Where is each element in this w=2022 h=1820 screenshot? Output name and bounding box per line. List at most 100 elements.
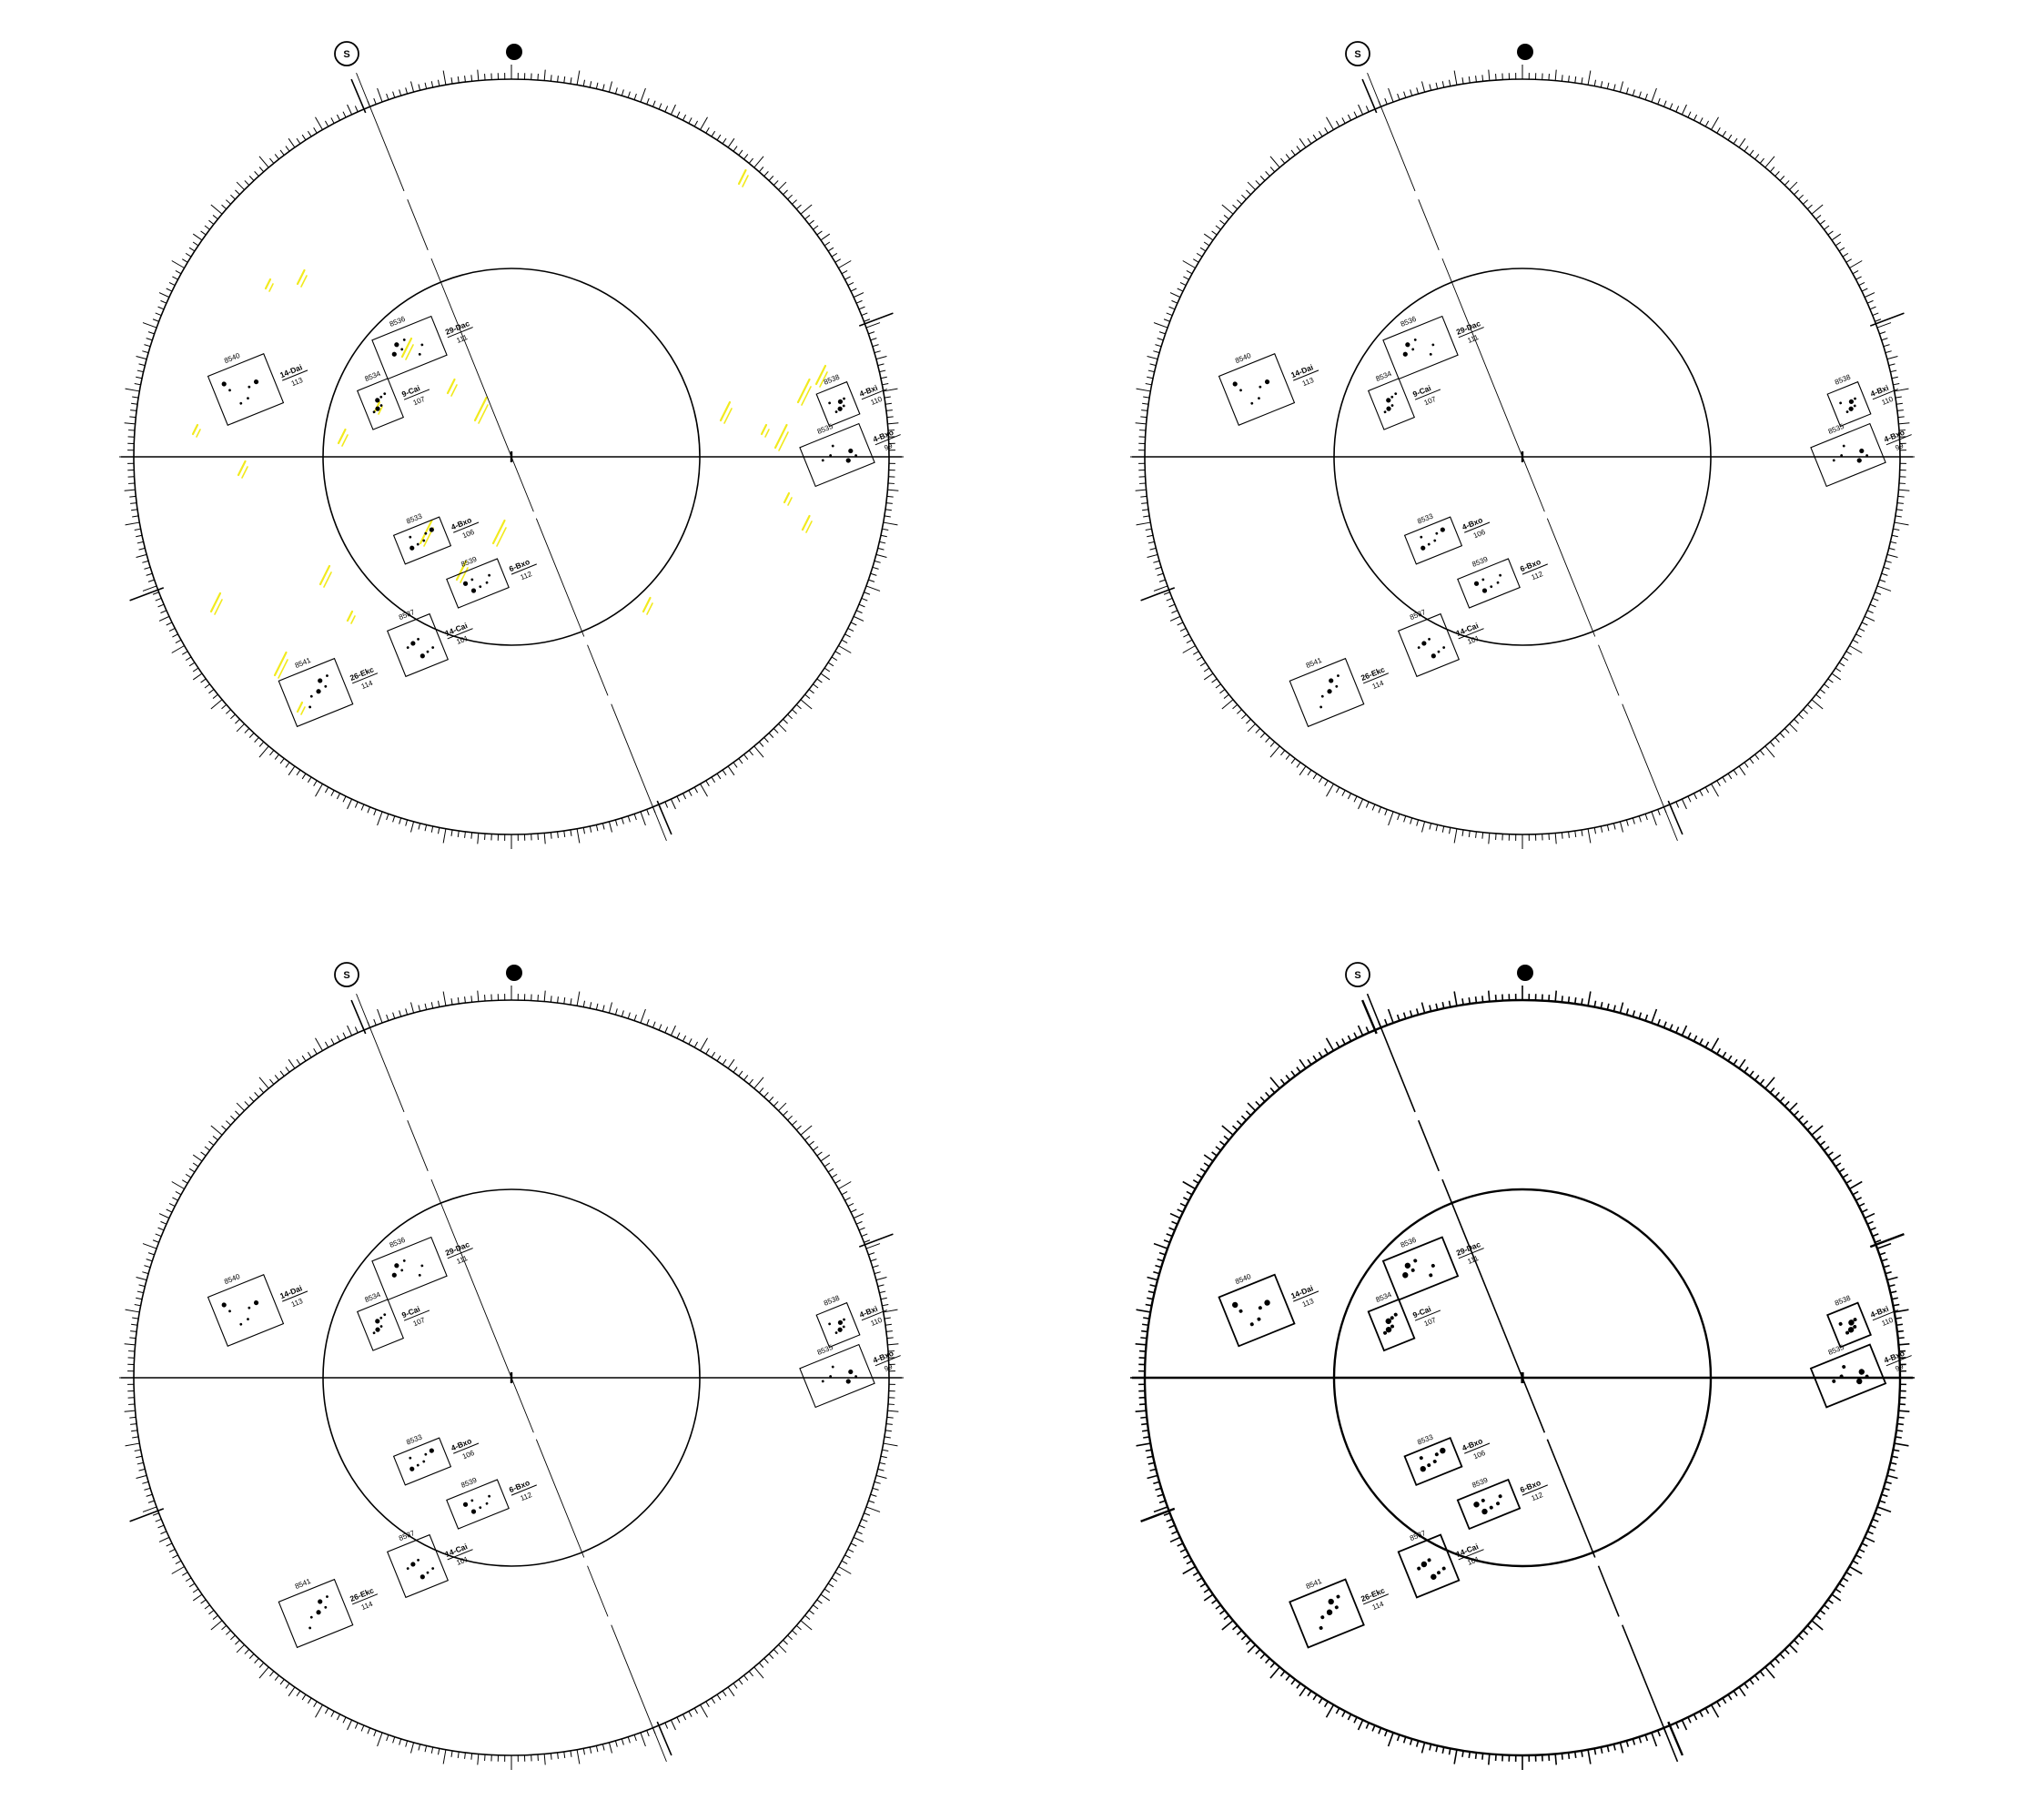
- scale-tick: [386, 93, 389, 100]
- scale-tick: [853, 615, 864, 622]
- scale-tick: [437, 79, 440, 86]
- scale-tick: [142, 1481, 149, 1484]
- scale-tick: [1236, 1120, 1243, 1126]
- scale-tick: [1135, 422, 1147, 425]
- scale-tick: [1657, 97, 1661, 105]
- scale-tick: [1656, 1730, 1661, 1737]
- scale-tick: [664, 106, 669, 113]
- scale-tick: [399, 1010, 402, 1017]
- scale-tick: [865, 585, 881, 592]
- scale-tick: [1147, 376, 1154, 379]
- scale-tick: [175, 1190, 182, 1196]
- scale-tick: [158, 615, 170, 622]
- scale-tick: [1353, 795, 1358, 803]
- sunspot-dot: [400, 348, 404, 351]
- scale-tick: [1307, 1058, 1312, 1066]
- yellow-stroke: [446, 378, 456, 395]
- label-rule: [351, 672, 379, 684]
- scale-tick: [1815, 215, 1822, 220]
- scale-tick: [879, 369, 886, 373]
- scale-tick: [1255, 1100, 1261, 1107]
- scale-tick: [1879, 331, 1886, 335]
- sunspot-dot: [431, 1567, 435, 1570]
- scale-tick: [1593, 1000, 1597, 1007]
- s-marker-icon: [1345, 962, 1370, 987]
- scale-tick: [847, 1548, 854, 1553]
- scale-tick: [783, 718, 788, 724]
- scale-tick: [1335, 120, 1340, 127]
- scale-tick: [1246, 189, 1251, 196]
- scale-tick: [1145, 1303, 1152, 1307]
- sunspot-dot: [1420, 535, 1423, 539]
- scale-tick: [1246, 718, 1251, 724]
- scale-tick: [1179, 1548, 1187, 1553]
- scale-tick: [1211, 230, 1218, 236]
- scale-tick: [136, 541, 144, 544]
- scale-tick: [1474, 996, 1478, 1004]
- group-area-label: 106: [461, 528, 476, 541]
- sunspot-dot: [379, 404, 383, 407]
- sunspot-dot: [375, 398, 380, 403]
- scale-tick: [354, 801, 359, 808]
- scale-tick: [1852, 639, 1859, 644]
- sunspot-dot: [1853, 1324, 1857, 1329]
- scale-tick: [288, 765, 296, 776]
- scale-tick: [1307, 769, 1312, 776]
- scale-tick: [301, 1055, 307, 1062]
- scale-tick: [748, 157, 753, 164]
- s-marker-icon: [334, 41, 359, 66]
- scale-tick: [768, 1653, 774, 1659]
- scale-tick: [1203, 1588, 1210, 1593]
- scale-tick: [1143, 515, 1150, 518]
- scale-tick: [1347, 114, 1352, 121]
- sunspot-dot: [1238, 1309, 1243, 1313]
- scale-tick: [1890, 1290, 1897, 1294]
- scale-tick: [168, 1548, 176, 1553]
- scale-tick: [773, 728, 779, 733]
- sunspot-dot: [1865, 454, 1869, 457]
- group-box: [371, 1236, 448, 1301]
- scale-tick: [248, 1653, 255, 1659]
- scale-tick: [1218, 1140, 1226, 1147]
- scale-tick: [1764, 745, 1775, 758]
- scale-tick: [285, 146, 290, 152]
- scale-tick: [1177, 622, 1184, 626]
- scale-tick: [870, 1493, 877, 1497]
- scale-tick: [158, 292, 170, 298]
- scale-tick: [136, 369, 144, 373]
- scale-tick: [1247, 723, 1256, 733]
- scale-tick: [144, 344, 151, 348]
- sunspot-dot: [1432, 1460, 1437, 1464]
- scale-tick: [315, 784, 323, 797]
- scale-tick: [887, 422, 899, 425]
- scale-tick: [1186, 1190, 1193, 1196]
- scale-tick: [1798, 194, 1804, 200]
- sunspot-dot: [1337, 674, 1340, 677]
- scale-tick: [1824, 225, 1830, 230]
- sunspot-dot: [1383, 410, 1387, 414]
- scale-tick: [861, 1518, 868, 1522]
- scale-tick: [652, 1021, 656, 1028]
- scale-tick: [204, 683, 210, 689]
- scale-tick: [136, 534, 143, 538]
- scale-tick: [850, 1542, 857, 1547]
- scale-tick: [386, 1734, 389, 1742]
- scale-tick: [192, 1162, 199, 1168]
- scale-tick: [1199, 662, 1207, 667]
- scale-tick: [1657, 809, 1661, 816]
- sunspot-dot: [383, 1313, 387, 1317]
- scale-tick: [716, 773, 722, 780]
- group-area-label: 110: [869, 395, 884, 407]
- sunspot-dot: [309, 1615, 313, 1619]
- scale-tick: [136, 1277, 147, 1281]
- sunspot-dot: [402, 1259, 406, 1262]
- scale-tick: [1232, 703, 1238, 710]
- scale-tick: [1554, 69, 1557, 81]
- scale-tick: [850, 288, 857, 292]
- scale-tick: [838, 645, 852, 653]
- scale-tick: [418, 823, 421, 830]
- scale-tick: [1774, 737, 1780, 743]
